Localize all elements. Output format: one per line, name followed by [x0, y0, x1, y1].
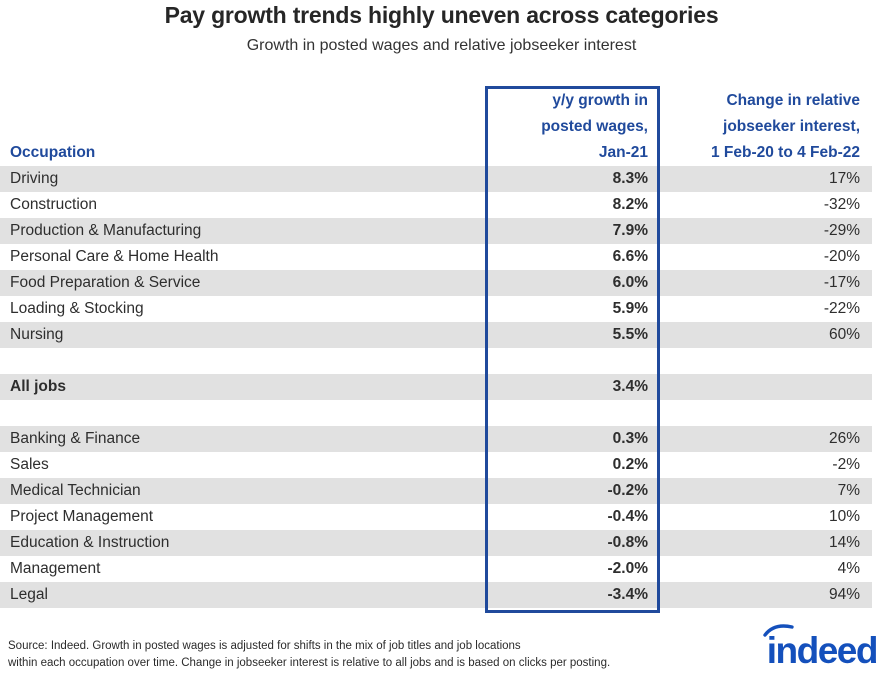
occupation-cell: Project Management: [10, 508, 154, 525]
wage-header-line: Jan-21: [598, 144, 648, 161]
interest-header-line: Change in relative: [726, 92, 860, 109]
table-row: Loading & Stocking 5.9% -22%: [0, 296, 872, 322]
column-header-wage-growth: y/y growth in posted wages, Jan-21: [485, 88, 660, 166]
wage-growth-cell: -2.0%: [607, 560, 649, 577]
jobseeker-interest-cell: [660, 348, 872, 374]
jobseeker-interest-cell: 60%: [828, 326, 860, 343]
occupation-cell: Driving: [10, 170, 59, 187]
wage-header-line: y/y growth in: [552, 92, 648, 109]
wage-growth-cell: 6.0%: [612, 274, 648, 291]
jobseeker-interest-cell: 94%: [828, 586, 860, 603]
table-row: Driving 8.3% 17%: [0, 166, 872, 192]
table-row: Personal Care & Home Health 6.6% -20%: [0, 244, 872, 270]
occupation-cell: Nursing: [10, 326, 64, 343]
occupation-cell: Medical Technician: [10, 482, 141, 499]
jobseeker-interest-cell: -20%: [823, 248, 860, 265]
jobseeker-interest-cell: -32%: [823, 196, 860, 213]
jobseeker-interest-cell: [660, 400, 872, 426]
table-row: Medical Technician -0.2% 7%: [0, 478, 872, 504]
chart-subtitle: Growth in posted wages and relative jobs…: [246, 37, 637, 54]
jobseeker-interest-cell: -29%: [823, 222, 860, 239]
wage-growth-cell: 8.2%: [612, 196, 648, 213]
occupation-cell: Food Preparation & Service: [10, 274, 201, 291]
interest-header-line: jobseeker interest,: [723, 118, 860, 135]
table-row: Project Management -0.4% 10%: [0, 504, 872, 530]
occupation-cell: [0, 400, 485, 426]
table-body: Driving 8.3% 17% Construction 8.2% -32% Produc…: [0, 166, 872, 608]
indeed-logo-arc-icon: [763, 624, 794, 637]
occupation-cell: [0, 348, 485, 374]
interest-header-line: 1 Feb-20 to 4 Feb-22: [710, 144, 860, 161]
wage-growth-cell: 5.5%: [612, 326, 648, 343]
table-row: Banking & Finance 0.3% 26%: [0, 426, 872, 452]
wage-growth-cell: 5.9%: [612, 300, 648, 317]
jobseeker-interest-cell: -17%: [823, 274, 860, 291]
wage-growth-cell: [485, 400, 660, 426]
table-spacer-row: [0, 348, 872, 374]
wage-growth-cell: -0.2%: [607, 482, 649, 499]
occupation-cell: Production & Manufacturing: [10, 222, 202, 239]
wage-growth-cell: 6.6%: [612, 248, 648, 265]
wage-growth-cell: -3.4%: [607, 586, 649, 603]
source-note-line: within each occupation over time. Change…: [8, 657, 611, 669]
table-row: Nursing 5.5% 60%: [0, 322, 872, 348]
indeed-logo: indeed: [763, 622, 879, 671]
column-header-jobseeker-interest: Change in relative jobseeker interest, 1…: [660, 88, 872, 166]
table-row: Production & Manufacturing 7.9% -29%: [0, 218, 872, 244]
table-row: Sales 0.2% -2%: [0, 452, 872, 478]
table-row: Construction 8.2% -32%: [0, 192, 872, 218]
jobseeker-interest-cell: -22%: [823, 300, 860, 317]
jobseeker-interest-cell: 10%: [828, 508, 860, 525]
wage-growth-cell: 3.4%: [612, 378, 648, 395]
table-row: Education & Instruction -0.8% 14%: [0, 530, 872, 556]
wage-growth-cell: 0.3%: [612, 430, 648, 447]
occupation-cell: Sales: [10, 456, 49, 473]
table-row: All jobs 3.4%: [0, 374, 872, 400]
jobseeker-interest-cell: 7%: [837, 482, 860, 499]
jobseeker-interest-cell: 14%: [828, 534, 860, 551]
source-note: Source: Indeed. Growth in posted wages i…: [8, 638, 610, 672]
wage-growth-cell: [485, 348, 660, 374]
table-row: Management -2.0% 4%: [0, 556, 872, 582]
occupation-cell: Banking & Finance: [10, 430, 141, 447]
wage-header-line: posted wages,: [541, 118, 648, 135]
indeed-logo-text: indeed: [766, 630, 879, 671]
table-row: Food Preparation & Service 6.0% -17%: [0, 270, 872, 296]
jobseeker-interest-cell: -2%: [832, 456, 860, 473]
occupation-cell: Management: [10, 560, 101, 577]
source-note-line: Source: Indeed. Growth in posted wages i…: [8, 640, 521, 652]
occupation-cell: Legal: [10, 586, 48, 603]
jobseeker-interest-cell: 17%: [828, 170, 860, 187]
jobseeker-interest-cell: 26%: [828, 430, 860, 447]
table-spacer-row: [0, 400, 872, 426]
table-header-row: Occupation y/y growth in posted wages, J…: [0, 86, 872, 166]
wage-growth-cell: 0.2%: [612, 456, 648, 473]
table-row: Legal -3.4% 94%: [0, 582, 872, 608]
occupation-cell: Construction: [10, 196, 98, 213]
occupation-cell: Education & Instruction: [10, 534, 170, 551]
occupation-cell: Loading & Stocking: [10, 300, 144, 317]
chart-title: Pay growth trends highly uneven across c…: [164, 2, 719, 28]
occupation-cell: Personal Care & Home Health: [10, 248, 219, 265]
jobseeker-interest-cell: 4%: [837, 560, 860, 577]
wage-growth-cell: -0.8%: [607, 534, 649, 551]
column-header-occupation: Occupation: [10, 144, 96, 161]
wage-growth-cell: -0.4%: [607, 508, 649, 525]
wage-growth-cell: 7.9%: [612, 222, 648, 239]
jobseeker-interest-cell: [660, 374, 872, 400]
wage-growth-cell: 8.3%: [612, 170, 648, 187]
occupation-cell: All jobs: [10, 378, 66, 395]
